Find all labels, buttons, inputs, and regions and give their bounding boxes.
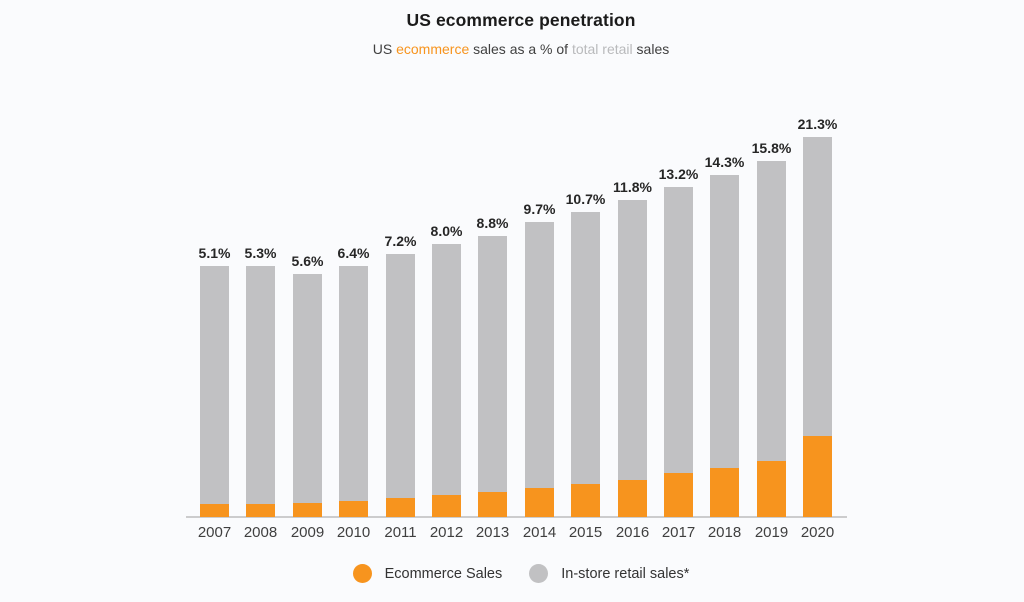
x-axis-label-2008: 2008: [243, 524, 278, 541]
bar-value-label-2007: 5.1%: [198, 245, 231, 261]
legend-label-1: In-store retail sales*: [561, 565, 690, 582]
in-store-segment-2010: [339, 266, 368, 501]
ecommerce-segment-2011: [386, 498, 415, 517]
bar-2015: [571, 212, 600, 517]
in-store-legend-dot-icon: [529, 564, 549, 583]
chart-title: US ecommerce penetration: [406, 10, 636, 30]
bar-value-label-2018: 14.3%: [704, 154, 745, 170]
x-axis-label-2016: 2016: [615, 524, 650, 541]
ecommerce-segment-2010: [339, 501, 368, 517]
in-store-segment-2016: [618, 200, 647, 480]
legend-item-0: Ecommerce Sales: [352, 564, 503, 583]
ecommerce-segment-2012: [432, 495, 461, 517]
bar-2017: [664, 187, 693, 517]
in-store-segment-2007: [200, 266, 229, 504]
bar-value-label-2011: 7.2%: [384, 233, 417, 249]
subtitle-part-1: ecommerce: [396, 41, 470, 57]
bar-2016: [618, 200, 647, 517]
bar-2008: [246, 266, 275, 517]
bar-2010: [339, 266, 368, 517]
ecommerce-segment-2016: [618, 480, 647, 517]
ecommerce-segment-2018: [710, 468, 739, 517]
in-store-segment-2014: [525, 222, 554, 488]
bar-value-label-2010: 6.4%: [337, 245, 370, 261]
bar-2011: [386, 254, 415, 517]
x-axis-label-2009: 2009: [290, 524, 325, 541]
in-store-segment-2011: [386, 254, 415, 498]
x-axis-label-2010: 2010: [336, 524, 371, 541]
in-store-segment-2017: [664, 187, 693, 473]
chart-legend: Ecommerce Sales In-store retail sales*: [0, 564, 1024, 583]
bar-value-label-2020: 21.3%: [797, 116, 838, 132]
ecommerce-segment-2007: [200, 504, 229, 517]
legend-item-1: In-store retail sales*: [529, 564, 689, 583]
bar-2014: [525, 222, 554, 517]
ecommerce-segment-2009: [293, 503, 322, 517]
subtitle-part-3: total retail: [571, 41, 633, 57]
x-axis-label-2015: 2015: [568, 524, 603, 541]
in-store-segment-2008: [246, 266, 275, 504]
ecommerce-legend-dot-icon: [352, 564, 372, 583]
bar-2007: [200, 266, 229, 517]
x-axis-label-2018: 2018: [707, 524, 742, 541]
bar-2009: [293, 274, 322, 517]
x-axis-line: [186, 516, 847, 518]
bar-value-label-2019: 15.8%: [751, 140, 792, 156]
legend-label-0: Ecommerce Sales: [384, 565, 503, 582]
bar-value-label-2015: 10.7%: [565, 191, 606, 207]
in-store-segment-2019: [757, 161, 786, 461]
bar-value-label-2008: 5.3%: [244, 245, 277, 261]
x-axis-label-2017: 2017: [661, 524, 696, 541]
subtitle-part-4: sales: [632, 41, 670, 57]
x-axis-label-2019: 2019: [754, 524, 789, 541]
bar-value-label-2013: 8.8%: [476, 215, 509, 231]
subtitle-part-2: sales as a % of: [469, 41, 572, 57]
in-store-segment-2012: [432, 244, 461, 495]
in-store-segment-2013: [478, 236, 507, 492]
in-store-segment-2020: [803, 137, 832, 436]
x-axis-label-2013: 2013: [475, 524, 510, 541]
ecommerce-segment-2014: [525, 488, 554, 517]
in-store-segment-2015: [571, 212, 600, 484]
bar-2018: [710, 175, 739, 517]
bar-2019: [757, 161, 786, 517]
x-axis-label-2007: 2007: [197, 524, 232, 541]
bar-2020: [803, 137, 832, 517]
x-axis-label-2014: 2014: [522, 524, 557, 541]
subtitle-part-0: US: [372, 41, 397, 57]
bar-value-label-2012: 8.0%: [430, 223, 463, 239]
chart-subtitle: US ecommerce sales as a % of total retai…: [0, 41, 1024, 57]
bar-2013: [478, 236, 507, 517]
ecommerce-segment-2020: [803, 436, 832, 517]
ecommerce-segment-2015: [571, 484, 600, 517]
x-axis-label-2012: 2012: [429, 524, 464, 541]
bar-value-label-2014: 9.7%: [523, 201, 556, 217]
ecommerce-segment-2019: [757, 461, 786, 517]
in-store-segment-2009: [293, 274, 322, 503]
ecommerce-segment-2008: [246, 504, 275, 517]
bar-2012: [432, 244, 461, 517]
bar-value-label-2016: 11.8%: [613, 179, 652, 195]
x-axis-label-2020: 2020: [800, 524, 835, 541]
bar-value-label-2017: 13.2%: [658, 166, 699, 182]
ecommerce-segment-2017: [664, 473, 693, 517]
in-store-segment-2018: [710, 175, 739, 468]
bar-value-label-2009: 5.6%: [291, 253, 324, 269]
x-axis-label-2011: 2011: [384, 524, 417, 541]
ecommerce-segment-2013: [478, 492, 507, 517]
